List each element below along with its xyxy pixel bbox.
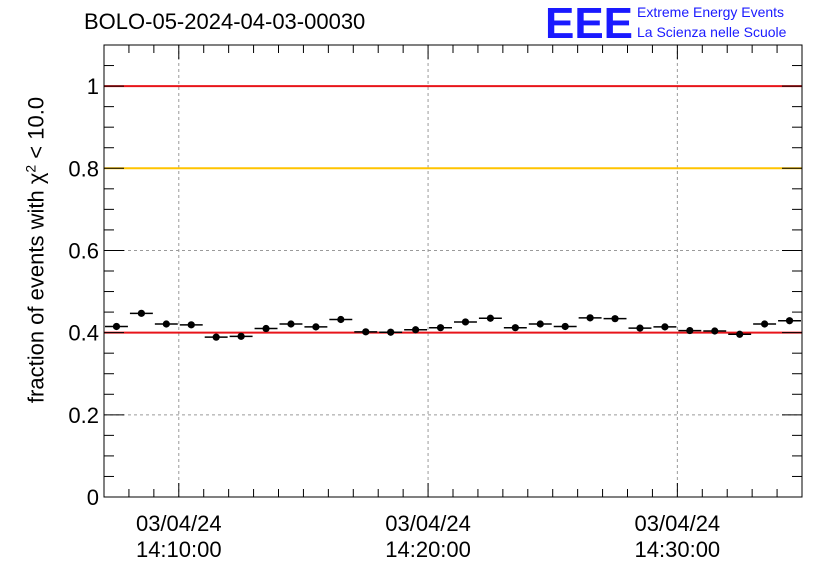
point-marker	[586, 314, 594, 322]
data-point	[154, 320, 178, 328]
data-point	[204, 333, 228, 341]
x-tick-label-time: 14:10:00	[136, 537, 222, 562]
data-point	[304, 323, 328, 331]
x-tick-label-date: 03/04/24	[136, 511, 222, 536]
data-point	[254, 324, 278, 333]
x-tick-label-time: 14:30:00	[635, 537, 721, 562]
point-marker	[436, 324, 445, 332]
point-marker	[486, 314, 494, 322]
data-point	[703, 327, 727, 335]
plot-frame	[103, 44, 803, 498]
point-marker	[312, 323, 320, 331]
point-marker	[761, 320, 769, 328]
point-marker	[661, 323, 669, 331]
y-axis-label-suffix: < 10.0	[23, 96, 49, 165]
svg-text:EEE: EEE	[545, 2, 633, 42]
y-tick-label: 0.6	[68, 238, 99, 263]
data-point	[678, 326, 702, 335]
data-point	[354, 328, 378, 336]
eee-logo: EEE	[545, 2, 633, 42]
point-marker	[137, 309, 145, 317]
point-marker	[461, 318, 470, 326]
data-point	[578, 314, 602, 322]
point-marker	[636, 324, 644, 332]
point-marker	[611, 315, 619, 323]
reference-lines	[104, 85, 802, 334]
point-marker	[237, 332, 245, 340]
grid-lines	[104, 45, 802, 497]
data-point	[279, 320, 303, 328]
chart-title: BOLO-05-2024-04-03-00030	[84, 9, 366, 34]
point-marker	[785, 317, 794, 325]
point-marker	[337, 315, 345, 324]
data-point	[379, 328, 403, 336]
data-point	[728, 330, 752, 338]
y-axis-label-exponent: 2	[22, 164, 39, 173]
data-point	[429, 324, 452, 332]
data-point	[404, 326, 428, 334]
point-marker	[162, 320, 170, 328]
logo-line-1: Extreme Energy Events	[637, 4, 785, 20]
point-marker	[536, 320, 544, 328]
axes	[103, 44, 803, 498]
data-point	[628, 324, 652, 332]
point-marker	[112, 322, 121, 331]
logo-line-2: La Scienza nelle Scuole	[637, 24, 787, 40]
point-marker	[736, 330, 744, 338]
y-axis-label-symbol: χ	[23, 172, 49, 185]
point-marker	[212, 333, 220, 341]
point-marker	[187, 321, 195, 329]
data-point	[454, 318, 477, 326]
data-point	[503, 324, 527, 332]
point-marker	[561, 322, 569, 331]
data-point	[129, 309, 153, 317]
x-tick-label-date: 03/04/24	[635, 511, 721, 536]
y-tick-label: 0	[87, 485, 99, 510]
y-tick-label: 0.2	[68, 403, 99, 428]
point-marker	[686, 326, 694, 335]
data-point	[229, 332, 253, 340]
point-marker	[511, 324, 519, 332]
point-marker	[262, 324, 270, 333]
data-point	[179, 321, 203, 329]
data-point	[603, 315, 627, 323]
point-marker	[412, 326, 420, 334]
data-point	[329, 315, 353, 324]
data-point	[653, 323, 677, 331]
data-point	[778, 317, 801, 325]
point-marker	[711, 327, 719, 335]
y-tick-label: 1	[87, 74, 99, 99]
point-marker	[362, 328, 370, 336]
x-tick-label-time: 14:20:00	[385, 537, 471, 562]
data-point	[478, 314, 502, 322]
data-point	[553, 322, 577, 331]
tick-labels: 00.20.40.60.8103/04/2414:10:0003/04/2414…	[68, 74, 720, 562]
point-marker	[287, 320, 295, 328]
y-axis-label: fraction of events with χ2 < 10.0	[22, 97, 49, 403]
y-tick-label: 0.4	[68, 321, 99, 346]
point-marker	[387, 328, 395, 336]
x-tick-label-date: 03/04/24	[385, 511, 471, 536]
data-point	[753, 320, 777, 328]
logo-text: Extreme Energy Events La Scienza nelle S…	[637, 2, 786, 42]
y-axis-label-prefix: fraction of events with	[23, 184, 49, 404]
data-point	[528, 320, 552, 328]
data-point	[105, 322, 128, 331]
data-points	[105, 309, 801, 341]
y-tick-label: 0.8	[68, 156, 99, 181]
